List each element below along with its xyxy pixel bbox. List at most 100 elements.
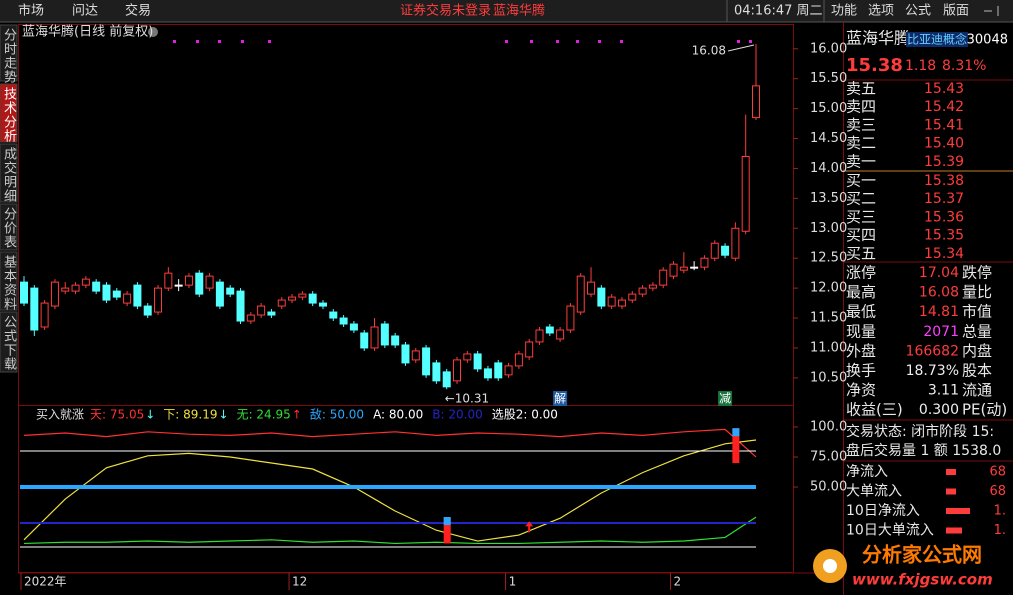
marker-bg [718, 391, 733, 406]
book-label: 买二 [846, 190, 876, 208]
legend-arrow: ↓ [145, 408, 155, 422]
legend-arrow: ↓ [219, 408, 229, 422]
stat-value: 18.73% [906, 363, 959, 379]
flow-value: 1. [994, 523, 1006, 538]
candle-body [752, 85, 760, 119]
stat-label: 量比 [962, 283, 992, 301]
menu-item[interactable]: 问达 [72, 4, 98, 19]
tab-bg[interactable] [0, 143, 18, 203]
candle-body [92, 281, 101, 292]
menu-item[interactable]: 选项 [868, 4, 894, 19]
candle-body [61, 287, 70, 292]
candle-body [205, 275, 214, 289]
flow-label: 大单流入 [846, 484, 902, 500]
candle-body [525, 341, 534, 358]
quote-code: 30048 [967, 33, 1008, 48]
menu-item[interactable]: 功能 [831, 4, 857, 19]
tab-bg[interactable] [0, 311, 18, 373]
legend-entry: 天: 75.05 [90, 408, 144, 422]
stock-name: 蓝海华腾 [493, 3, 545, 19]
legend-entry: 无: 24.95 [237, 408, 291, 422]
quote-concept: 比亚迪概念 [907, 32, 967, 47]
book-price: 15.39 [924, 154, 964, 170]
book-price: 15.36 [924, 209, 964, 225]
candle-body [545, 326, 554, 334]
y-tick-label: 14.50 [810, 131, 847, 146]
legend-arrow: ↑ [292, 408, 302, 422]
candle-body [174, 284, 183, 287]
book-label: 买一 [846, 172, 876, 190]
flow-label: 10日大单流入 [846, 523, 934, 539]
candle-body [298, 293, 307, 298]
candle-body [453, 359, 462, 382]
candle-body [617, 299, 626, 307]
logo-icon [823, 559, 837, 573]
candle-body [288, 296, 297, 301]
annotation-arrow [727, 44, 755, 52]
tab[interactable]: 成交明细 [1, 147, 17, 203]
menu-item[interactable]: 交易 [125, 3, 151, 19]
book-label: 卖四 [846, 98, 876, 116]
tab[interactable]: 基本资料 [1, 255, 17, 311]
signal-cap [443, 517, 451, 526]
candle-body [422, 347, 431, 376]
candle-body [679, 266, 688, 271]
candle-body [81, 278, 90, 286]
tab-bg[interactable] [0, 203, 18, 251]
x-tick-label: 12 [292, 575, 307, 589]
book-label: 买四 [846, 226, 876, 244]
legend-entry: B: 20.00 [432, 408, 482, 422]
candle-body [587, 281, 596, 295]
candle-body [71, 284, 80, 292]
menu-item[interactable]: 版面 [943, 4, 969, 19]
candle-body [638, 287, 647, 295]
marker-bg [553, 391, 568, 406]
candle-body [710, 242, 719, 259]
candle-body [102, 284, 111, 301]
candle-body [30, 287, 39, 331]
tab-bg[interactable] [0, 24, 18, 82]
tab[interactable]: 公式下载 [1, 315, 17, 371]
candle-body [349, 323, 358, 331]
tab[interactable]: 分时走势 [1, 28, 17, 84]
quote-change-pct: 8.31% [942, 58, 986, 74]
candle-body [442, 371, 451, 388]
candle-body [700, 257, 709, 268]
y-tick-label: 100.0 [810, 420, 847, 435]
flow-label: 10日净流入 [846, 503, 920, 519]
candle-body [576, 275, 585, 313]
book-label: 买五 [846, 244, 876, 262]
tab-bg[interactable] [0, 83, 18, 143]
candle-body [257, 305, 266, 316]
signal-arrow [525, 521, 534, 533]
candle-body [483, 368, 492, 379]
tab[interactable]: 技术分析 [1, 87, 17, 143]
stat-value: 16.08 [919, 285, 959, 301]
dropdown-icon[interactable] [148, 27, 158, 37]
menu-bar [0, 0, 1013, 22]
book-label: 卖二 [846, 134, 876, 152]
stat-label: 最高 [846, 283, 876, 301]
book-price: 15.42 [924, 99, 964, 115]
menu-item[interactable]: 公式 [905, 4, 931, 19]
y-tick-label: 12.00 [810, 281, 847, 296]
candle-body [401, 344, 410, 364]
menu-item[interactable]: 市场 [18, 3, 44, 19]
y-tick-label: 10.50 [810, 370, 847, 385]
clock: 04:16:47 周二 [734, 4, 823, 19]
marker: 解 [554, 392, 566, 406]
flow-value: 68 [989, 465, 1006, 480]
tab[interactable]: 分价表 [1, 207, 17, 249]
login-status[interactable]: 证券交易未登录 [400, 3, 491, 19]
candle-body [566, 305, 575, 331]
quote-name: 蓝海华腾 [846, 29, 910, 48]
x-tick-label: 1 [509, 575, 517, 589]
candle-body [432, 362, 441, 382]
tab-bg[interactable] [0, 251, 18, 311]
book-price: 15.38 [924, 173, 964, 189]
stat-label: 外盘 [846, 342, 876, 360]
window-controls[interactable] [984, 6, 999, 16]
candle-body [50, 281, 59, 307]
candle-body [504, 365, 513, 376]
